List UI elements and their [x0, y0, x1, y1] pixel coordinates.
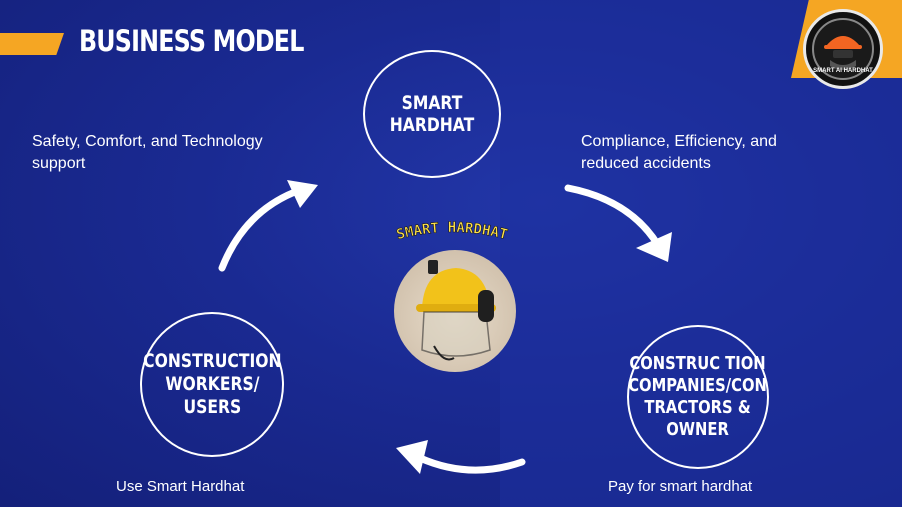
arrow-left-icon [396, 440, 526, 474]
arrow-down-right-icon [564, 184, 672, 262]
logo-text: SMART AI HARDHAT [813, 68, 873, 74]
node-construction-companies: CONSTRUC TION COMPANIES/CON TRACTORS & O… [627, 325, 769, 469]
title-accent-bar [0, 33, 64, 55]
yellow-hardhat-icon [416, 260, 496, 361]
hardhat-worker-logo-icon: SMART AI HARDHAT [803, 9, 883, 89]
caption-top-left: Safety, Comfort, and Technology support [32, 133, 263, 172]
caption-bottom-left: Use Smart Hardhat [116, 478, 245, 495]
node-label: SMART HARDHAT [389, 92, 475, 136]
arrow-up-right-icon [218, 180, 318, 272]
center-label: SMART HARDHAT [395, 220, 510, 244]
page-title: BUSINESS MODEL [79, 24, 304, 58]
node-label: CONSTRUC TION COMPANIES/CON TRACTORS & O… [628, 353, 768, 440]
hardhat-image [394, 250, 516, 372]
node-smart-hardhat: SMART HARDHAT [363, 50, 501, 178]
caption-bottom-right: Pay for smart hardhat [608, 478, 753, 495]
node-label: CONSTRUCTION WORKERS/ USERS [142, 350, 282, 418]
svg-text:SMART HARDHAT: SMART HARDHAT [395, 220, 509, 243]
caption-top-right: Compliance, Efficiency, and reduced acci… [581, 133, 777, 172]
node-construction-workers: CONSTRUCTION WORKERS/ USERS [140, 312, 284, 457]
